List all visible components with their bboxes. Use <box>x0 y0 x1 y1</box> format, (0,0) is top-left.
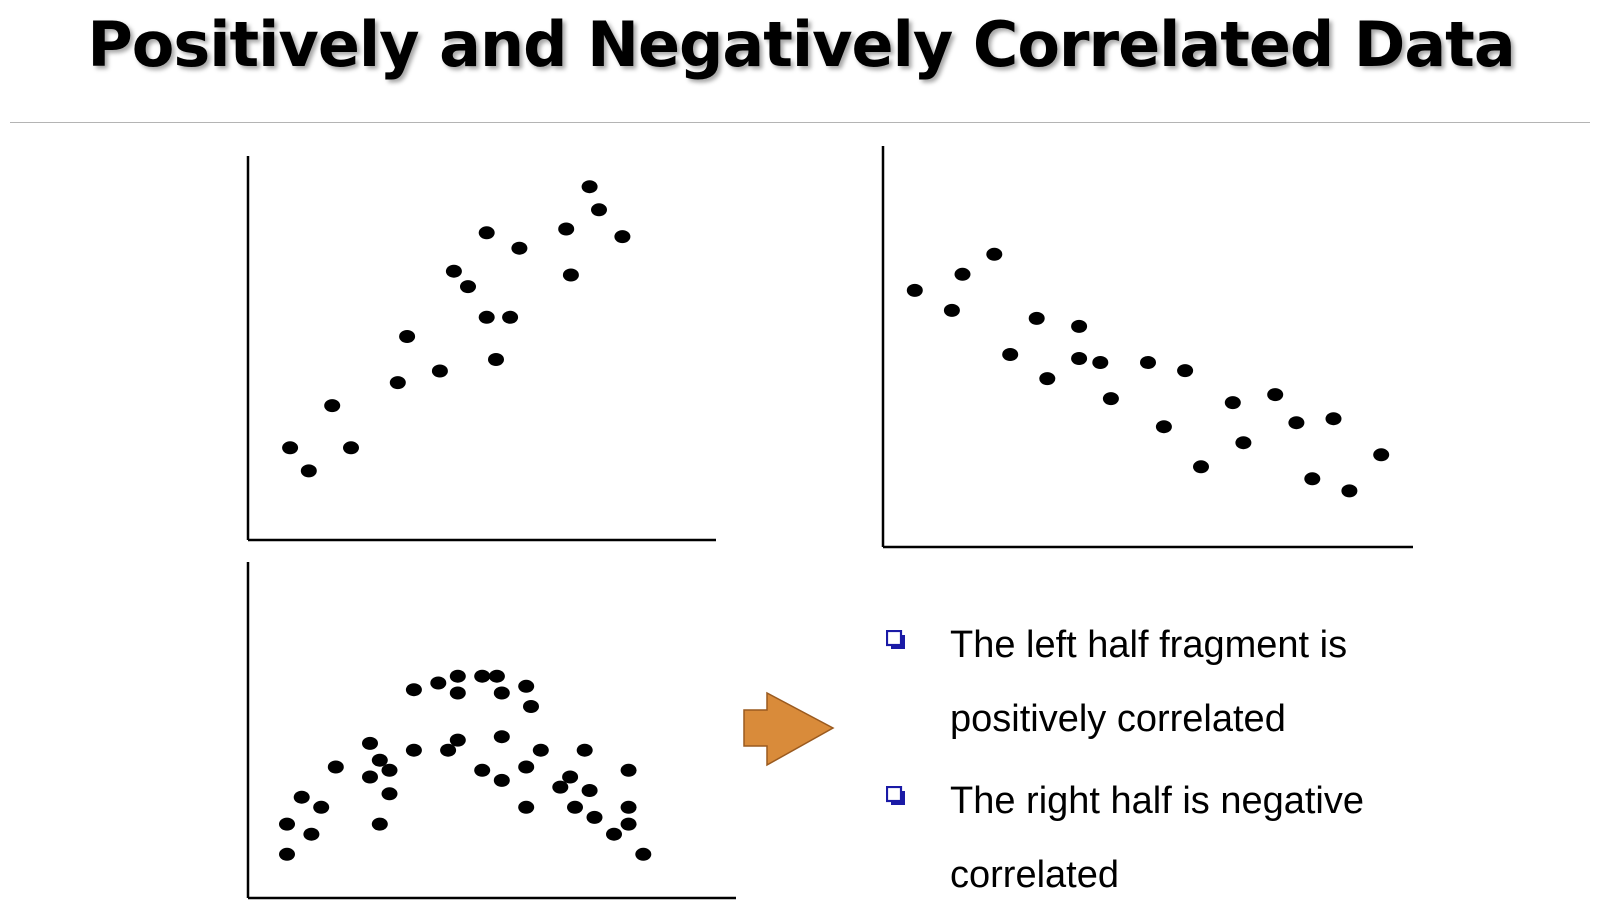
scatter-point <box>405 743 422 757</box>
scatter-point <box>362 736 378 750</box>
scatter-point <box>440 743 457 757</box>
bullet-list: The left half fragment is positively cor… <box>878 608 1558 920</box>
scatter-point <box>474 763 491 777</box>
scatter-point <box>620 817 637 831</box>
scatter-point <box>300 464 317 478</box>
scatter-point <box>1304 472 1321 486</box>
scatter-point <box>474 669 491 683</box>
scatter-point <box>478 226 495 240</box>
scatter-point <box>1140 356 1156 369</box>
scatter-point <box>371 753 388 767</box>
scatter-point <box>1224 396 1241 410</box>
scatter-point <box>620 800 637 814</box>
chart-negative-correlation <box>881 146 1413 549</box>
scatter-point <box>606 827 622 841</box>
chart-arch-correlation <box>246 562 736 900</box>
scatter-point <box>576 743 593 757</box>
scatter-point <box>1092 356 1109 369</box>
scatter-point <box>362 770 378 784</box>
scatter-point <box>1341 484 1358 498</box>
page-title: Positively and Negatively Correlated Dat… <box>87 8 1515 81</box>
scatter-point <box>478 310 495 324</box>
scatter-point <box>518 760 535 774</box>
scatter-point <box>552 780 569 794</box>
scatter-point <box>1288 416 1305 430</box>
scatter-point <box>449 733 466 747</box>
scatter-point <box>523 700 539 713</box>
square-bullet-icon <box>886 786 905 805</box>
scatter-point <box>511 241 528 255</box>
scatter-point <box>943 303 960 317</box>
scatter-point <box>381 787 398 801</box>
bullet-text-line: correlated <box>950 854 1119 896</box>
scatter-point <box>282 441 299 455</box>
scatter-point <box>313 800 330 814</box>
scatter-point <box>562 268 579 282</box>
title-divider <box>10 122 1590 123</box>
scatter-point <box>430 676 447 690</box>
scatter-point <box>562 770 579 784</box>
scatter-point <box>518 679 535 693</box>
scatter-point <box>567 800 583 814</box>
scatter-point <box>381 763 398 777</box>
scatter-point <box>1002 348 1019 361</box>
scatter-point <box>1102 392 1119 406</box>
square-bullet-icon <box>886 630 905 649</box>
scatter-point <box>614 230 631 244</box>
scatter-point <box>279 847 295 861</box>
bullet-item: The right half is negative correlated <box>878 764 1558 912</box>
scatter-point <box>399 330 416 343</box>
scatter-point <box>1155 420 1172 434</box>
bullet-item: The left half fragment is positively cor… <box>878 608 1558 756</box>
scatter-point <box>405 683 422 697</box>
scatter-point <box>518 800 535 814</box>
bullet-text-line: The left half fragment is <box>950 624 1348 666</box>
scatter-point <box>558 222 575 236</box>
scatter-point <box>502 310 519 324</box>
scatter-point <box>389 376 406 390</box>
scatter-point <box>1235 436 1252 450</box>
scatter-point <box>954 267 971 281</box>
scatter-point <box>449 669 466 683</box>
scatter-point <box>445 264 462 278</box>
scatter-point <box>324 399 341 413</box>
scatter-point <box>488 353 504 366</box>
scatter-point <box>586 810 603 824</box>
scatter-point <box>581 784 598 797</box>
scatter-point <box>1039 372 1056 386</box>
scatter-point <box>327 760 344 774</box>
scatter-point <box>449 686 466 700</box>
scatter-point <box>493 773 510 787</box>
scatter-point <box>493 686 510 700</box>
scatter-point <box>1071 352 1088 365</box>
scatter-point <box>279 817 295 831</box>
scatter-point <box>1028 311 1045 325</box>
chart-positive-correlation <box>246 156 716 542</box>
scatter-point <box>431 364 448 378</box>
scatter-point <box>906 283 923 297</box>
scatter-point <box>581 180 598 194</box>
scatter-point <box>620 763 637 777</box>
scatter-point <box>532 743 549 757</box>
scatter-point <box>986 247 1003 261</box>
scatter-point <box>493 730 510 744</box>
scatter-point <box>591 203 607 217</box>
scatter-point <box>1373 448 1390 462</box>
scatter-point <box>343 441 359 455</box>
bullet-text-line: The right half is negative <box>950 780 1365 822</box>
scatter-point <box>488 669 505 683</box>
scatter-point <box>371 817 388 831</box>
bullet-text-line: positively correlated <box>950 698 1286 740</box>
scatter-point <box>303 827 320 841</box>
scatter-point <box>1193 460 1209 474</box>
scatter-point <box>1267 388 1284 402</box>
scatter-point <box>635 847 652 861</box>
scatter-point <box>1325 412 1342 426</box>
scatter-point <box>1177 364 1194 378</box>
right-arrow-icon <box>743 691 835 767</box>
scatter-point <box>293 790 310 804</box>
scatter-point <box>1071 319 1088 333</box>
scatter-point <box>460 280 476 294</box>
